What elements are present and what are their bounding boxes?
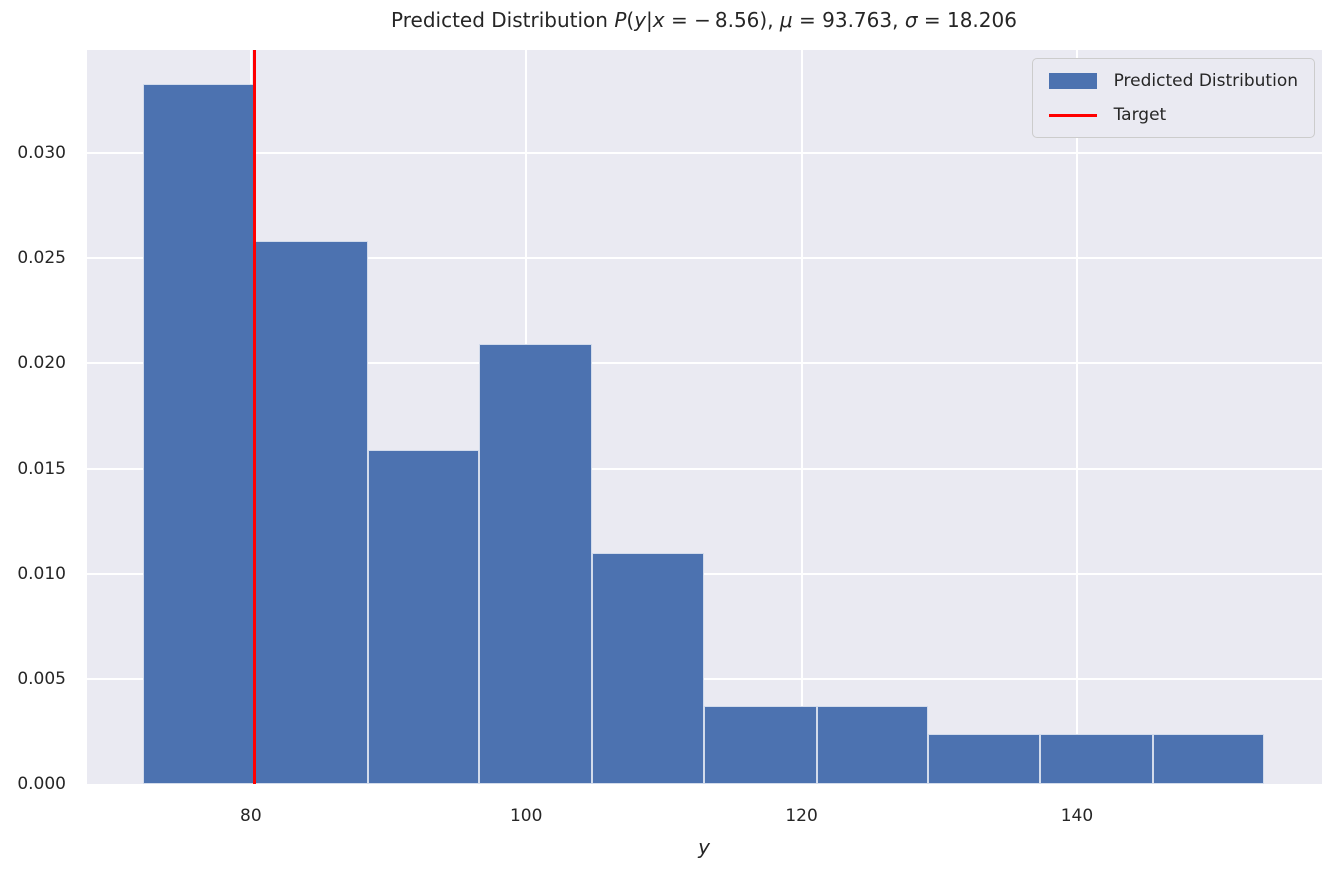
histogram-bar (1152, 733, 1265, 784)
title-segment: | (646, 8, 653, 32)
histogram-bar (254, 241, 368, 784)
x-tick-label: 100 (509, 806, 543, 826)
histogram-bar (143, 83, 255, 784)
histogram-bar (816, 706, 929, 784)
title-segment: σ (904, 8, 918, 32)
histogram-bar (1039, 733, 1153, 784)
y-tick-label: 0.010 (17, 563, 66, 584)
y-tick-label: 0.015 (17, 458, 66, 479)
x-tick-label: 80 (240, 806, 262, 826)
legend: Predicted Distribution Target (1031, 58, 1315, 138)
y-tick-label: 0.000 (17, 774, 66, 794)
y-tick-label: 0.025 (17, 248, 66, 269)
y-gridline (87, 362, 1322, 365)
legend-line-swatch-icon (1048, 113, 1097, 117)
x-axis-label: y (698, 835, 710, 859)
title-segment: ( (626, 8, 635, 32)
x-gridline (1075, 50, 1078, 784)
legend-item-label: Predicted Distribution (1113, 71, 1298, 91)
title-segment: μ (779, 8, 793, 32)
title-segment: = 18.206 (917, 8, 1017, 32)
title-segment: = − 8.56), (664, 8, 780, 32)
x-tick-label: 140 (1060, 806, 1094, 826)
title-segment: Predicted Distribution (391, 8, 615, 32)
histogram-bar (479, 344, 593, 784)
histogram-bar (367, 449, 480, 784)
histogram-bar (703, 706, 817, 784)
legend-patch-swatch-icon (1048, 73, 1097, 89)
y-gridline (87, 572, 1322, 575)
x-gridline (800, 50, 803, 784)
legend-item: Predicted Distribution (1048, 70, 1298, 92)
title-segment: = 93.763, (792, 8, 905, 32)
histogram-bar (592, 552, 704, 784)
target-line (253, 50, 257, 784)
y-tick-label: 0.030 (17, 143, 66, 164)
y-gridline (87, 152, 1322, 155)
legend-item: Target (1048, 104, 1298, 126)
plot-area: Predicted Distribution Target (87, 50, 1322, 784)
title-segment: y (634, 8, 647, 32)
y-gridline (87, 677, 1322, 680)
chart-title: Predicted Distribution P(y|x = − 8.56), … (391, 6, 1017, 34)
y-gridline (87, 257, 1322, 260)
histogram-bar (928, 733, 1040, 784)
y-tick-label: 0.005 (17, 668, 66, 689)
x-tick-label: 120 (785, 806, 818, 826)
title-segment: P (614, 8, 627, 32)
y-tick-label: 0.020 (17, 353, 66, 374)
y-gridline (87, 467, 1322, 470)
legend-item-label: Target (1113, 105, 1167, 125)
title-segment: x (652, 8, 665, 32)
